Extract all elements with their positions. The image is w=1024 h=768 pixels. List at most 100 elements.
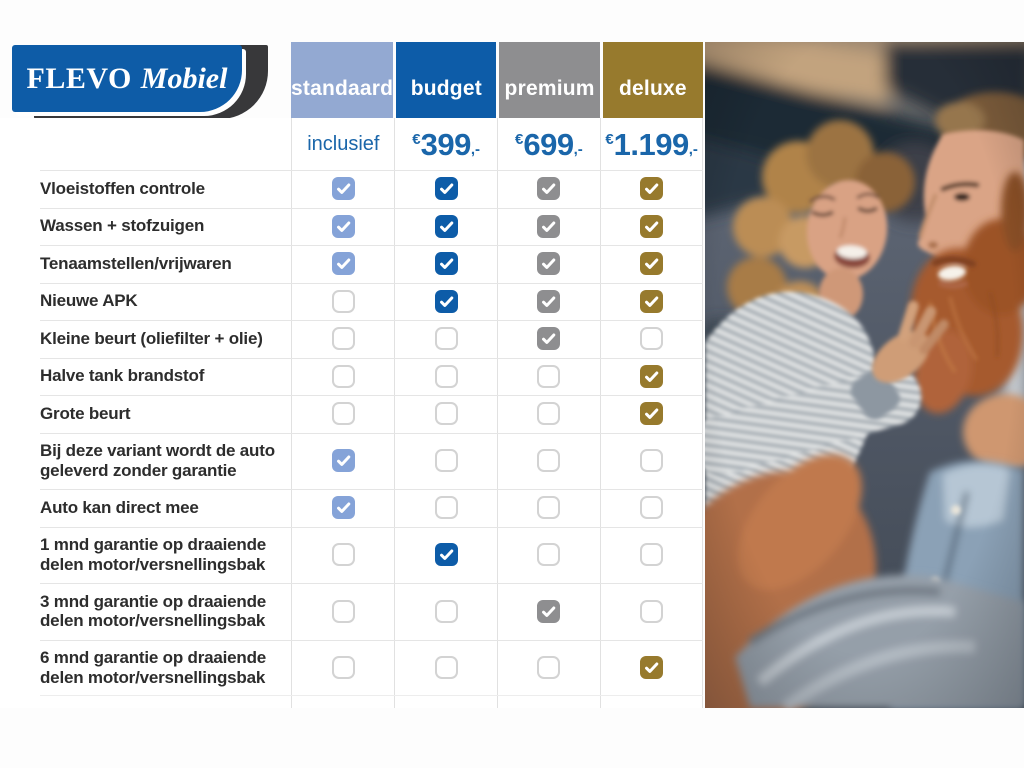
column-headers: standaard budget premium deluxe <box>291 42 704 118</box>
checkbox-deluxe-row1[interactable] <box>640 177 664 201</box>
check-icon <box>336 502 351 514</box>
checkbox-deluxe-row6[interactable] <box>640 364 664 388</box>
checkbox-deluxe-row11[interactable] <box>640 599 664 623</box>
cell-deluxe <box>600 527 703 584</box>
table-row: 1 mnd garantie op draaiende delen motor/… <box>0 526 703 584</box>
cell-deluxe <box>600 489 703 527</box>
column-separator <box>702 118 703 708</box>
checkbox-budget-row12[interactable] <box>434 656 458 680</box>
checkbox-budget-row5[interactable] <box>434 327 458 351</box>
column-separator <box>600 118 601 708</box>
checkbox-premium-row11[interactable] <box>537 599 561 623</box>
cell-standaard <box>292 395 395 433</box>
check-icon <box>439 549 453 561</box>
checkbox-standaard-row12[interactable] <box>331 656 355 680</box>
row-label: Tenaamstellen/vrijwaren <box>40 253 232 273</box>
checkbox-premium-row2[interactable] <box>537 214 561 238</box>
checkbox-premium-row5[interactable] <box>537 327 561 351</box>
table-row: Nieuwe APK <box>0 282 703 321</box>
checkbox-premium-row10[interactable] <box>537 543 561 567</box>
checkbox-budget-row9[interactable] <box>434 496 458 520</box>
checkbox-standaard-row6[interactable] <box>331 364 355 388</box>
row-label: 1 mnd garantie op draaiende delen motor/… <box>40 535 267 574</box>
cell-deluxe <box>600 395 703 433</box>
cell-budget <box>395 170 498 208</box>
column-separator <box>291 118 292 708</box>
row-label: Wassen + stofzuigen <box>40 216 205 236</box>
checkbox-standaard-row4[interactable] <box>331 289 355 313</box>
checkbox-premium-row6[interactable] <box>537 364 561 388</box>
price-amount: €1.199 ,- <box>605 129 698 160</box>
checkbox-premium-row7[interactable] <box>537 402 561 426</box>
euro-sign: € <box>412 130 421 148</box>
checkbox-premium-row12[interactable] <box>537 656 561 680</box>
checkbox-deluxe-row4[interactable] <box>640 289 664 313</box>
check-icon <box>645 258 659 270</box>
check-icon <box>645 221 659 232</box>
check-icon <box>645 296 659 307</box>
column-header-label: standaard <box>291 77 394 100</box>
checkbox-budget-row10[interactable] <box>434 543 458 567</box>
cell-standaard <box>292 320 395 358</box>
couple-in-car-photo <box>705 42 1024 708</box>
check-icon <box>336 183 351 195</box>
checkbox-deluxe-row2[interactable] <box>640 214 664 238</box>
cell-budget <box>395 358 498 396</box>
cell-standaard <box>292 358 395 396</box>
cell-standaard <box>292 583 395 640</box>
checkbox-premium-row3[interactable] <box>537 252 561 276</box>
checkbox-premium-row8[interactable] <box>537 449 561 473</box>
cell-budget <box>395 395 498 433</box>
checkbox-standaard-row2[interactable] <box>331 214 355 238</box>
checkbox-standaard-row1[interactable] <box>331 177 355 201</box>
checkbox-budget-row8[interactable] <box>434 449 458 473</box>
row-label: 3 mnd garantie op draaiende delen motor/… <box>40 591 267 631</box>
checkbox-deluxe-row5[interactable] <box>640 327 664 351</box>
table-row: 3 mnd garantie op draaiende delen motor/… <box>0 583 703 640</box>
cell-budget <box>395 489 498 527</box>
checkbox-standaard-row8[interactable] <box>331 449 355 473</box>
checkbox-deluxe-row10[interactable] <box>640 543 664 567</box>
column-header-label: premium <box>504 77 595 100</box>
checkbox-budget-row6[interactable] <box>434 364 458 388</box>
table-row: Halve tank brandstof <box>0 357 703 396</box>
column-separator <box>497 118 498 708</box>
checkbox-premium-row4[interactable] <box>537 289 561 313</box>
checkbox-budget-row7[interactable] <box>434 402 458 426</box>
checkbox-deluxe-row8[interactable] <box>640 449 664 473</box>
check-icon <box>542 183 556 195</box>
check-icon <box>645 662 659 674</box>
checkbox-budget-row1[interactable] <box>434 177 458 201</box>
checkbox-deluxe-row7[interactable] <box>640 402 664 426</box>
cell-budget <box>395 527 498 584</box>
price-suffix: ,- <box>688 140 698 158</box>
checkbox-deluxe-row12[interactable] <box>640 656 664 680</box>
check-icon <box>439 221 453 232</box>
checkbox-budget-row3[interactable] <box>434 252 458 276</box>
row-label: Kleine beurt (oliefilter + olie) <box>40 328 263 348</box>
table-row: Grote beurt <box>0 395 703 433</box>
checkbox-deluxe-row9[interactable] <box>640 496 664 520</box>
checkbox-standaard-row3[interactable] <box>331 252 355 276</box>
checkbox-standaard-row7[interactable] <box>331 402 355 426</box>
checkbox-budget-row2[interactable] <box>434 214 458 238</box>
cell-deluxe <box>600 320 703 358</box>
price-deluxe: €1.199 ,- <box>600 118 703 170</box>
checkbox-deluxe-row3[interactable] <box>640 252 664 276</box>
checkbox-standaard-row10[interactable] <box>331 543 355 567</box>
checkbox-standaard-row9[interactable] <box>331 496 355 520</box>
cell-premium <box>498 245 601 283</box>
checkbox-budget-row11[interactable] <box>434 599 458 623</box>
cell-deluxe <box>600 640 703 697</box>
checkbox-premium-row9[interactable] <box>537 496 561 520</box>
checkbox-standaard-row11[interactable] <box>331 599 355 623</box>
checkbox-budget-row4[interactable] <box>434 289 458 313</box>
cell-premium <box>498 395 601 433</box>
checkbox-premium-row1[interactable] <box>537 177 561 201</box>
cell-deluxe <box>600 358 703 396</box>
check-icon <box>542 221 556 232</box>
checkbox-standaard-row5[interactable] <box>331 327 355 351</box>
cell-standaard <box>292 208 395 246</box>
logo-text-mobiel: Mobiel <box>140 61 228 95</box>
table-row: Bij deze variant wordt de auto geleverd … <box>0 432 703 490</box>
